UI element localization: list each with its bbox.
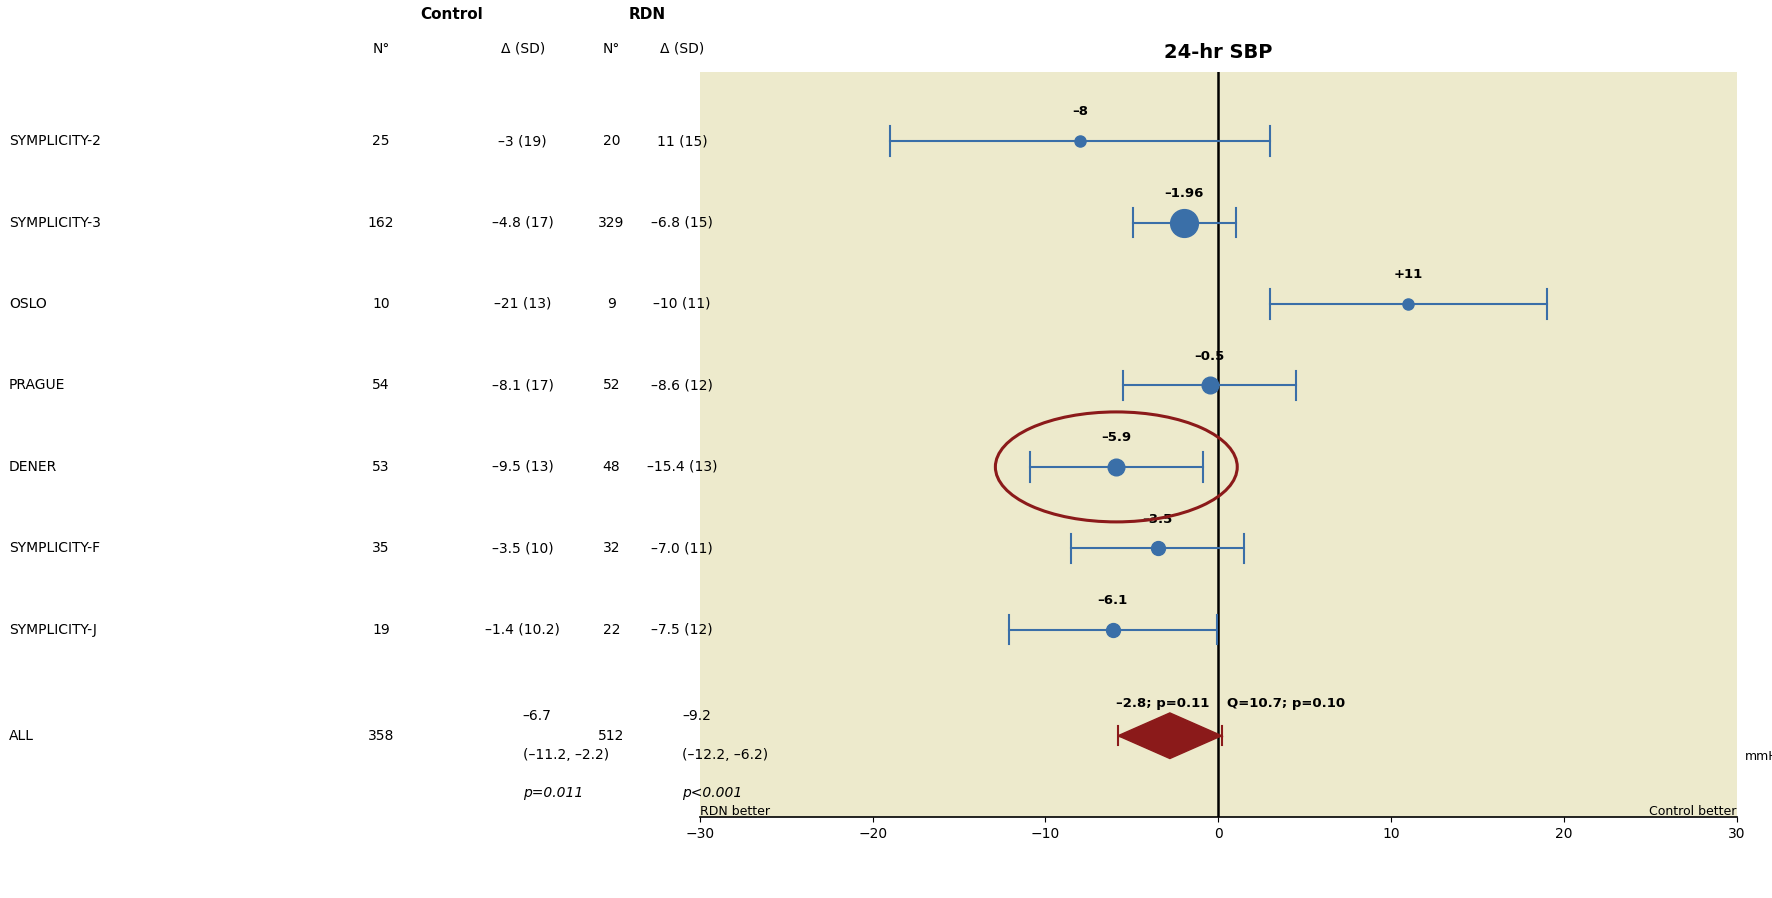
Text: SYMPLICITY-3: SYMPLICITY-3 bbox=[9, 216, 101, 230]
Text: Q=10.7; p=0.10: Q=10.7; p=0.10 bbox=[1226, 697, 1345, 709]
Text: RDN: RDN bbox=[629, 7, 664, 22]
Text: mmHg: mmHg bbox=[1745, 750, 1772, 762]
Text: 48: 48 bbox=[602, 460, 620, 474]
Text: RDN better: RDN better bbox=[700, 805, 771, 818]
Text: –15.4 (13): –15.4 (13) bbox=[647, 460, 718, 474]
Text: 512: 512 bbox=[599, 728, 624, 743]
Text: 22: 22 bbox=[602, 623, 620, 637]
Text: –7.0 (11): –7.0 (11) bbox=[652, 541, 712, 555]
Text: Control: Control bbox=[420, 7, 484, 22]
Text: –3.5 (10): –3.5 (10) bbox=[493, 541, 553, 555]
Text: –7.5 (12): –7.5 (12) bbox=[652, 623, 712, 637]
Text: PRAGUE: PRAGUE bbox=[9, 378, 66, 392]
Text: –9.5 (13): –9.5 (13) bbox=[493, 460, 553, 474]
Text: 35: 35 bbox=[372, 541, 390, 555]
Text: (–11.2, –2.2): (–11.2, –2.2) bbox=[523, 748, 610, 762]
Text: SYMPLICITY-F: SYMPLICITY-F bbox=[9, 541, 99, 555]
Text: Δ (SD): Δ (SD) bbox=[661, 41, 703, 56]
Text: –8.1 (17): –8.1 (17) bbox=[493, 378, 553, 392]
Text: –0.5: –0.5 bbox=[1194, 349, 1224, 363]
Text: 52: 52 bbox=[602, 378, 620, 392]
Text: –21 (13): –21 (13) bbox=[494, 297, 551, 311]
Text: 25: 25 bbox=[372, 134, 390, 148]
Text: Δ (SD): Δ (SD) bbox=[501, 41, 544, 56]
Text: 9: 9 bbox=[606, 297, 617, 311]
Text: 11 (15): 11 (15) bbox=[657, 134, 707, 148]
Text: –4.8 (17): –4.8 (17) bbox=[493, 216, 553, 230]
Text: –2.8; p=0.11: –2.8; p=0.11 bbox=[1116, 697, 1210, 709]
Polygon shape bbox=[1118, 713, 1221, 759]
Text: 54: 54 bbox=[372, 378, 390, 392]
Text: N°: N° bbox=[602, 41, 620, 56]
Text: Control better: Control better bbox=[1650, 805, 1737, 818]
Text: +11: +11 bbox=[1393, 269, 1423, 281]
Text: –6.8 (15): –6.8 (15) bbox=[652, 216, 712, 230]
Text: –10 (11): –10 (11) bbox=[654, 297, 711, 311]
Text: –5.9: –5.9 bbox=[1100, 431, 1131, 445]
Text: –6.7: –6.7 bbox=[523, 709, 551, 723]
Text: ALL: ALL bbox=[9, 728, 34, 743]
Text: p<0.001: p<0.001 bbox=[682, 786, 742, 800]
Text: 10: 10 bbox=[372, 297, 390, 311]
Text: OSLO: OSLO bbox=[9, 297, 46, 311]
Text: N°: N° bbox=[372, 41, 390, 56]
Title: 24-hr SBP: 24-hr SBP bbox=[1164, 43, 1272, 62]
Text: (–12.2, –6.2): (–12.2, –6.2) bbox=[682, 748, 769, 762]
Text: 329: 329 bbox=[599, 216, 624, 230]
Text: –1.96: –1.96 bbox=[1164, 187, 1205, 199]
Text: 53: 53 bbox=[372, 460, 390, 474]
Text: –9.2: –9.2 bbox=[682, 709, 711, 723]
Text: 32: 32 bbox=[602, 541, 620, 555]
Text: 358: 358 bbox=[369, 728, 393, 743]
Text: DENER: DENER bbox=[9, 460, 57, 474]
Text: –6.1: –6.1 bbox=[1097, 594, 1129, 607]
Text: –8: –8 bbox=[1072, 105, 1088, 119]
Text: –1.4 (10.2): –1.4 (10.2) bbox=[486, 623, 560, 637]
Text: 162: 162 bbox=[369, 216, 393, 230]
Text: p=0.011: p=0.011 bbox=[523, 786, 583, 800]
Text: –3 (19): –3 (19) bbox=[498, 134, 548, 148]
Text: SYMPLICITY-2: SYMPLICITY-2 bbox=[9, 134, 101, 148]
Text: –8.6 (12): –8.6 (12) bbox=[652, 378, 712, 392]
Text: 20: 20 bbox=[602, 134, 620, 148]
Text: 19: 19 bbox=[372, 623, 390, 637]
Text: –3.5: –3.5 bbox=[1143, 513, 1173, 525]
Text: SYMPLICITY-J: SYMPLICITY-J bbox=[9, 623, 97, 637]
